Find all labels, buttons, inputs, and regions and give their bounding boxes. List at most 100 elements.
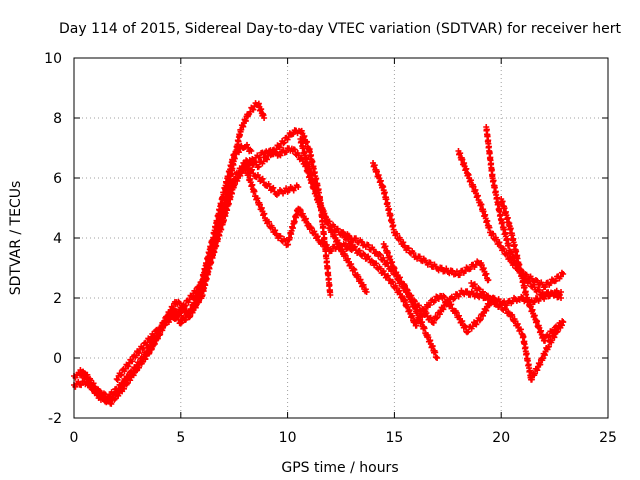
data-point [365, 242, 372, 249]
data-point [248, 148, 255, 154]
data-point [129, 358, 136, 365]
data-point [558, 289, 565, 295]
data-point [408, 292, 415, 299]
data-point [319, 238, 326, 245]
y-tick-label: 8 [53, 111, 62, 127]
data-point [140, 355, 147, 362]
data-point [72, 383, 79, 390]
data-point [541, 337, 548, 344]
data-point [536, 287, 543, 294]
data-point [436, 311, 443, 318]
data-point [380, 268, 387, 275]
data-point [434, 355, 441, 361]
data-point [314, 233, 321, 240]
data-point [189, 294, 196, 301]
data-point [446, 299, 453, 306]
data-point [514, 320, 521, 327]
data-point [553, 290, 560, 297]
data-point [123, 379, 130, 386]
data-point [334, 225, 341, 232]
data-point [420, 307, 427, 314]
data-point [416, 253, 423, 260]
data-point [267, 147, 274, 154]
data-point [290, 130, 297, 137]
data-point [86, 377, 93, 384]
data-point [113, 376, 120, 382]
series-arc-9 [338, 229, 496, 336]
data-point [451, 295, 458, 302]
data-point [78, 382, 85, 389]
x-tick-label: 20 [492, 430, 510, 446]
data-point [162, 321, 169, 328]
data-point [247, 108, 254, 115]
data-point [114, 376, 121, 383]
data-point [434, 314, 441, 321]
data-point [193, 302, 200, 309]
data-point [427, 314, 434, 321]
data-point [456, 312, 463, 319]
data-point [356, 247, 363, 254]
y-tick-label: 6 [53, 171, 62, 187]
data-point [405, 245, 412, 252]
data-point [177, 320, 184, 327]
data-point [351, 243, 358, 250]
data-point [135, 349, 142, 356]
data-point [527, 278, 534, 285]
data-point [373, 260, 380, 267]
data-point [558, 295, 565, 301]
data-point [396, 287, 403, 294]
x-axis-label: GPS time / hours [281, 460, 398, 476]
data-point [133, 366, 140, 373]
data-point [118, 371, 125, 378]
data-point [517, 326, 524, 333]
data-point [170, 315, 177, 322]
data-point [327, 292, 334, 298]
data-point [352, 235, 359, 242]
data-point [476, 286, 483, 293]
data-point [558, 322, 565, 329]
data-point [554, 328, 561, 335]
data-point [89, 382, 96, 389]
data-point [485, 277, 492, 283]
y-tick-label: 10 [44, 51, 62, 67]
data-point [358, 238, 365, 245]
data-point [490, 230, 497, 237]
data-point [265, 218, 272, 225]
data-point [96, 388, 103, 395]
data-point [423, 310, 430, 317]
x-tick-label: 10 [279, 430, 297, 446]
data-point [534, 277, 541, 284]
data-point [255, 163, 262, 170]
data-point [112, 395, 119, 402]
data-point [146, 346, 153, 353]
chart-title: Day 114 of 2015, Sidereal Day-to-day VTE… [59, 21, 621, 37]
data-point [473, 321, 480, 328]
data-point [344, 236, 351, 243]
data-points [71, 100, 567, 407]
data-point [350, 265, 357, 272]
data-point [110, 390, 117, 397]
data-point [147, 337, 154, 344]
data-point [500, 246, 507, 253]
data-point [490, 297, 497, 304]
data-point [108, 400, 115, 407]
data-point [178, 307, 185, 314]
data-point [347, 238, 354, 245]
y-tick-label: -2 [48, 411, 62, 427]
data-point [283, 185, 290, 192]
data-point [244, 141, 251, 148]
data-point [136, 350, 143, 357]
series-arc-6 [241, 163, 355, 255]
data-point [320, 239, 327, 246]
series-arc-8 [370, 160, 492, 284]
data-point [182, 316, 189, 323]
data-point [149, 340, 156, 347]
data-point [542, 283, 549, 290]
data-point [344, 255, 351, 262]
data-point [232, 175, 239, 182]
data-point [111, 396, 118, 403]
data-point [411, 298, 418, 305]
x-tick-label: 0 [70, 430, 79, 446]
data-point [431, 297, 438, 304]
data-point [363, 289, 370, 295]
